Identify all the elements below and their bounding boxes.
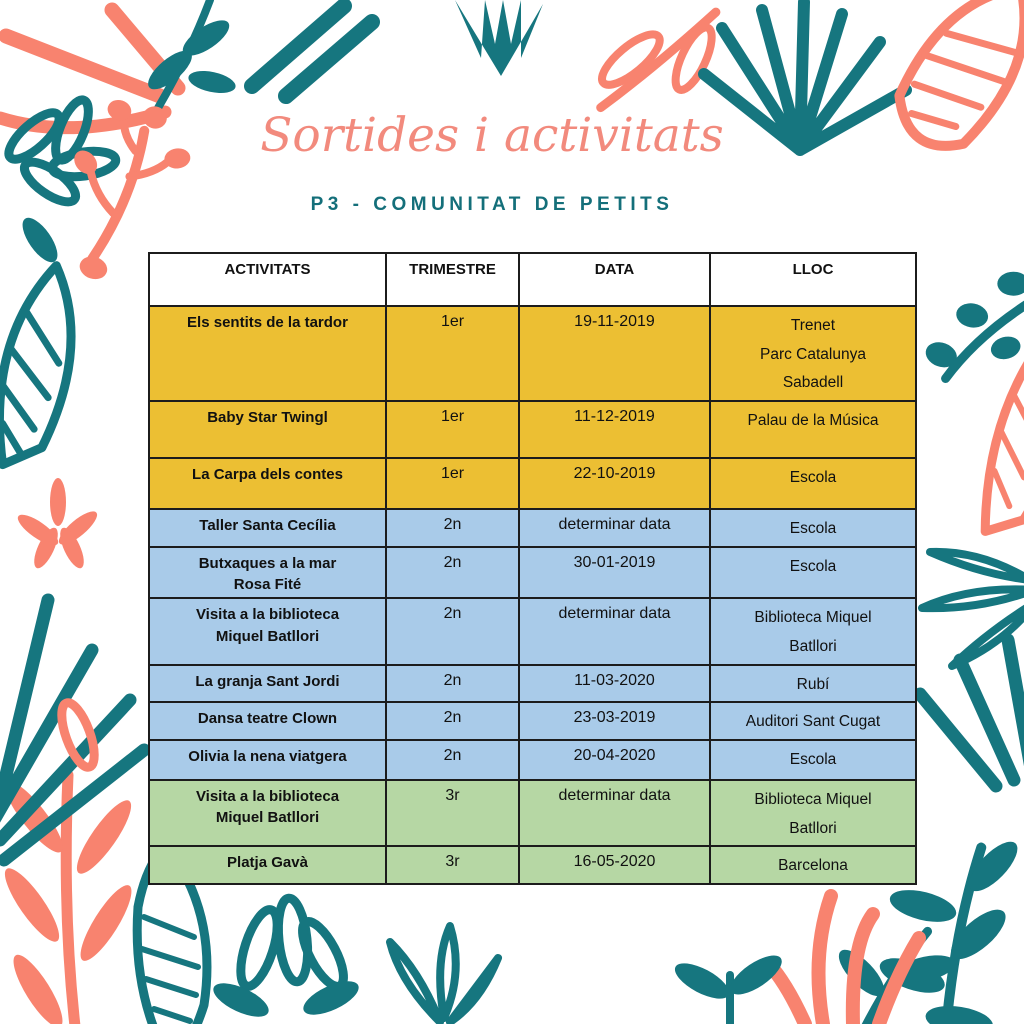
teal-flower-bottom-icon <box>213 893 359 1017</box>
teal-fan-icon <box>455 0 543 76</box>
cell-data: 23-03-2019 <box>518 701 711 741</box>
cell-activitat: Baby Star Twingl <box>148 400 387 460</box>
table-row: La Carpa dels contes 1er 22-10-2019 Esco… <box>148 457 917 511</box>
cell-trimestre: 3r <box>385 778 520 848</box>
coral-star-flower-icon <box>17 478 98 569</box>
cell-trimestre: 2n <box>385 545 520 600</box>
header-activitats: ACTIVITATS <box>148 252 387 307</box>
teal-branch-icon <box>148 0 236 112</box>
cell-trimestre: 2n <box>385 738 520 781</box>
cell-data: determinar data <box>518 778 711 848</box>
cell-activitat: Visita a la biblioteca Miquel Batllori <box>148 597 387 666</box>
table-row: Taller Santa Cecília 2n determinar data … <box>148 508 917 548</box>
cell-data: determinar data <box>518 597 711 666</box>
teal-veined-leaf-icon <box>132 840 212 1024</box>
cell-lloc: Barcelona <box>709 845 917 885</box>
cell-lloc: Auditori Sant Cugat <box>709 701 917 741</box>
page-title: Sortides i activitats <box>260 108 724 163</box>
teal-feather-left-icon <box>0 261 76 470</box>
table-row: Visita a la biblioteca Miquel Batllori 2… <box>148 597 917 666</box>
cell-activitat: La Carpa dels contes <box>148 457 387 511</box>
header-data: DATA <box>518 252 711 307</box>
table-row: Els sentits de la tardor 1er 19-11-2019 … <box>148 304 917 403</box>
cell-activitat: Taller Santa Cecília <box>148 508 387 548</box>
coral-seaweed-icon <box>762 889 926 1024</box>
cell-data: 11-03-2020 <box>518 663 711 704</box>
table-row: Baby Star Twingl 1er 11-12-2019 Palau de… <box>148 400 917 460</box>
coral-feather-icon <box>980 302 1024 536</box>
table-row: Olivia la nena viatgera 2n 20-04-2020 Es… <box>148 738 917 781</box>
cell-data: 30-01-2019 <box>518 545 711 600</box>
cell-lloc: Escola <box>709 545 917 600</box>
cell-trimestre: 2n <box>385 597 520 666</box>
cell-trimestre: 2n <box>385 663 520 704</box>
teal-grass-right-icon <box>913 633 1024 793</box>
cell-activitat: Platja Gavà <box>148 845 387 885</box>
table-header-row: ACTIVITATS TRIMESTRE DATA LLOC <box>148 252 917 307</box>
cell-lloc: Trenet Parc Catalunya Sabadell <box>709 304 917 403</box>
activities-table: ACTIVITATS TRIMESTRE DATA LLOC Els senti… <box>148 252 917 885</box>
cell-activitat: Butxaques a la mar Rosa Fité <box>148 545 387 600</box>
teal-spiky-cluster-icon <box>386 922 502 1024</box>
teal-grass-left-icon <box>0 593 151 867</box>
teal-palm-icon <box>698 0 912 156</box>
cell-data: 19-11-2019 <box>518 304 711 403</box>
cell-lloc: Biblioteca Miquel Batllori <box>709 597 917 666</box>
teal-strokes-icon <box>244 0 380 104</box>
teal-berries-icon <box>925 271 1024 383</box>
cell-trimestre: 1er <box>385 400 520 460</box>
cell-activitat: Olivia la nena viatgera <box>148 738 387 781</box>
header-trimestre: TRIMESTRE <box>385 252 520 307</box>
cell-activitat: Dansa teatre Clown <box>148 701 387 741</box>
cell-lloc: Escola <box>709 738 917 781</box>
teal-leaf-cluster-icon <box>918 547 1024 670</box>
cell-lloc: Rubí <box>709 663 917 704</box>
cell-trimestre: 2n <box>385 701 520 741</box>
cell-trimestre: 3r <box>385 845 520 885</box>
cell-trimestre: 1er <box>385 457 520 511</box>
header-lloc: LLOC <box>709 252 917 307</box>
cell-activitat: La granja Sant Jordi <box>148 663 387 704</box>
page-subtitle: P3 - COMUNITAT DE PETITS <box>310 194 674 215</box>
cell-data: determinar data <box>518 508 711 548</box>
coral-berry-branch-icon <box>74 99 191 280</box>
cell-activitat: Visita a la biblioteca Miquel Batllori <box>148 778 387 848</box>
cell-data: 11-12-2019 <box>518 400 711 460</box>
table-row: Butxaques a la mar Rosa Fité 2n 30-01-20… <box>148 545 917 600</box>
table-row: Platja Gavà 3r 16-05-2020 Barcelona <box>148 845 917 885</box>
cell-data: 22-10-2019 <box>518 457 711 511</box>
cell-data: 20-04-2020 <box>518 738 711 781</box>
cell-lloc: Palau de la Música <box>709 400 917 460</box>
coral-hatch-leaf-icon <box>894 0 1024 151</box>
cell-lloc: Escola <box>709 457 917 511</box>
table-body: Els sentits de la tardor 1er 19-11-2019 … <box>148 304 917 885</box>
cell-trimestre: 1er <box>385 304 520 403</box>
cell-trimestre: 2n <box>385 508 520 548</box>
coral-leaves-icon <box>596 7 721 113</box>
teal-leaf-icon <box>22 217 58 263</box>
table-row: Visita a la biblioteca Miquel Batllori 3… <box>148 778 917 848</box>
cell-activitat: Els sentits de la tardor <box>148 304 387 403</box>
cell-lloc: Biblioteca Miquel Batllori <box>709 778 917 848</box>
cell-data: 16-05-2020 <box>518 845 711 885</box>
coral-petal-outline-icon <box>57 698 99 772</box>
table-row: La granja Sant Jordi 2n 11-03-2020 Rubí <box>148 663 917 704</box>
cell-lloc: Escola <box>709 508 917 548</box>
table-row: Dansa teatre Clown 2n 23-03-2019 Auditor… <box>148 701 917 741</box>
teal-leaf-pair-icon <box>674 955 782 1024</box>
